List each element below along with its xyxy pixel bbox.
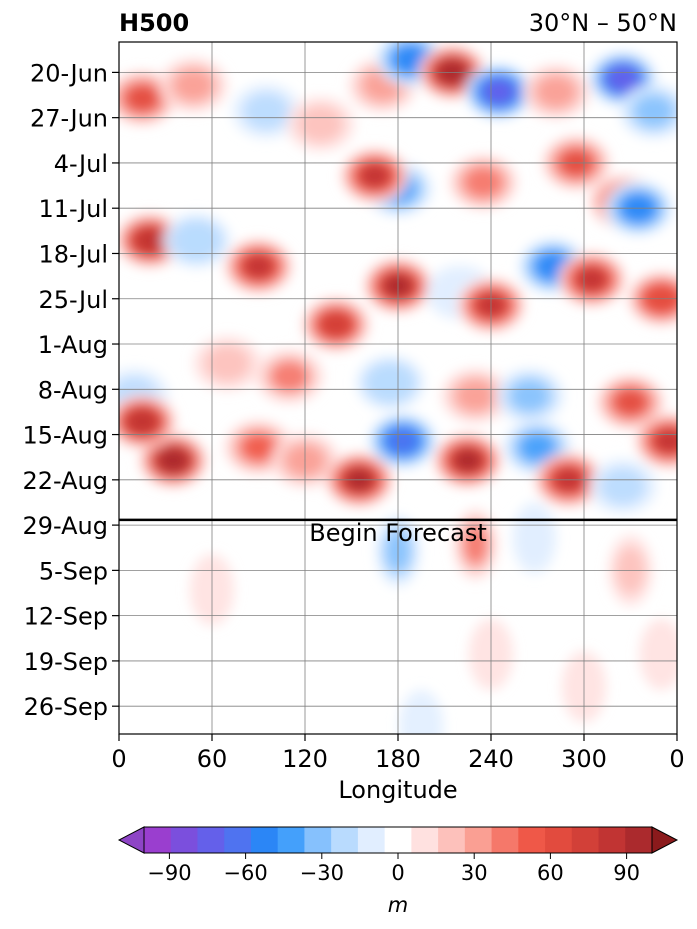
colorbar-cell (491, 827, 519, 853)
colorbar-cell (144, 827, 172, 853)
colorbar-cell (170, 827, 198, 853)
x-axis-label: Longitude (338, 776, 457, 804)
colorbar-cell (571, 827, 600, 853)
positive-anomaly-blob (158, 448, 188, 473)
colorbar: −90 −60 −30 0 30 60 90 m (117, 826, 679, 917)
positive-anomaly-blob (639, 618, 677, 691)
x-tick-label: 0 (669, 745, 684, 773)
y-tick-label: 4-Jul (54, 150, 108, 178)
colorbar-over-arrow (651, 826, 679, 854)
chart-title-right: 30°N – 50°N (529, 9, 677, 37)
y-tick-label: 22-Aug (22, 467, 108, 495)
positive-anomaly-blob (270, 360, 309, 392)
positive-anomaly-blob (204, 345, 251, 382)
colorbar-tick-label: 0 (391, 861, 404, 885)
negative-anomaly-blob (399, 690, 444, 734)
x-tick-label: 300 (561, 745, 607, 773)
positive-anomaly-blob (241, 433, 276, 462)
colorbar-cell (384, 827, 412, 853)
negative-anomaly-blob (370, 367, 410, 399)
x-tick-label: 0 (111, 745, 126, 773)
negative-anomaly-blob (394, 46, 427, 73)
colorbar-cell (357, 827, 386, 853)
y-tick-label: 27-Jun (30, 105, 108, 133)
positive-anomaly-blob (174, 69, 213, 101)
colorbar-label: m (388, 893, 408, 917)
colorbar-cell (518, 827, 546, 853)
y-tick-label: 25-Jul (39, 286, 109, 314)
positive-anomaly-blob (465, 168, 501, 197)
colorbar-cell (438, 827, 466, 853)
y-axis-ticks: 20-Jun 27-Jun 4-Jul 11-Jul 18-Jul 25-Jul 1-Aug… (22, 59, 119, 721)
negative-anomaly-blob (519, 514, 550, 563)
colorbar-tick-label: −90 (147, 861, 191, 885)
colorbar-cell (625, 827, 653, 853)
forecast-label: Begin Forecast (309, 519, 487, 547)
colorbar-cell (224, 827, 252, 853)
negative-anomaly-blob (243, 92, 290, 130)
y-tick-label: 15-Aug (22, 422, 108, 450)
positive-anomaly-blob (576, 267, 607, 292)
negative-anomaly-blob (177, 225, 216, 256)
positive-anomaly-blob (654, 429, 677, 454)
negative-anomaly-blob (634, 95, 674, 127)
positive-anomaly-blob (125, 85, 159, 112)
colorbar-cell (331, 827, 359, 853)
negative-anomaly-blob (599, 467, 646, 505)
y-tick-label: 12-Sep (24, 603, 108, 631)
colorbar-cell (197, 827, 225, 853)
y-tick-label: 8-Aug (38, 376, 108, 404)
colorbar-tick-label: −60 (223, 861, 267, 885)
y-tick-label: 20-Jun (30, 59, 108, 87)
y-tick-label: 29-Aug (22, 512, 108, 540)
positive-anomaly-blob (463, 524, 488, 565)
colorbar-tick-label: −30 (300, 861, 344, 885)
colorbar-cell (545, 827, 573, 853)
y-tick-label: 11-Jul (39, 195, 109, 223)
colorbar-cell (304, 827, 332, 853)
positive-anomaly-blob (456, 380, 495, 412)
colorbar-ticks: −90 −60 −30 0 30 60 90 (147, 853, 640, 885)
x-tick-label: 60 (197, 745, 228, 773)
y-tick-label: 19-Sep (24, 648, 108, 676)
y-tick-label: 5-Sep (39, 557, 108, 585)
forecast-marker: Begin Forecast (119, 518, 677, 547)
colorbar-cell (464, 827, 493, 853)
positive-anomaly-blob (320, 312, 352, 338)
anomaly-field (119, 42, 677, 734)
grid-lines (119, 42, 677, 734)
y-tick-label: 26-Sep (24, 693, 108, 721)
positive-anomaly-blob (614, 389, 647, 416)
positive-anomaly-blob (127, 409, 158, 434)
x-tick-label: 180 (375, 745, 421, 773)
colorbar-under-arrow (117, 826, 145, 854)
x-tick-label: 240 (468, 745, 514, 773)
positive-anomaly-blob (243, 254, 274, 279)
y-tick-label: 1-Aug (38, 331, 108, 359)
negative-anomaly-blob (387, 428, 419, 454)
colorbar-cell (250, 827, 279, 853)
colorbar-cells (117, 826, 679, 854)
positive-anomaly-blob (359, 163, 390, 188)
colorbar-cell (277, 827, 305, 853)
positive-anomaly-blob (453, 448, 483, 473)
chart-title-left: H500 (119, 9, 189, 37)
negative-anomaly-blob (483, 79, 514, 104)
colorbar-tick-label: 90 (613, 861, 640, 885)
negative-anomaly-blob (510, 380, 550, 412)
x-axis-ticks: 0 60 120 180 240 300 0 (111, 734, 685, 773)
plot-area (119, 42, 677, 734)
negative-anomaly-blob (607, 66, 639, 92)
y-tick-label: 18-Jul (39, 240, 109, 268)
negative-anomaly-blob (520, 433, 555, 462)
colorbar-tick-label: 30 (461, 861, 488, 885)
colorbar-cell (598, 827, 626, 853)
colorbar-cell (411, 827, 439, 853)
positive-anomaly-blob (297, 105, 344, 143)
positive-anomaly-blob (536, 76, 576, 108)
colorbar-tick-label: 60 (537, 861, 564, 885)
positive-anomaly-blob (134, 228, 166, 253)
x-tick-label: 120 (282, 745, 328, 773)
